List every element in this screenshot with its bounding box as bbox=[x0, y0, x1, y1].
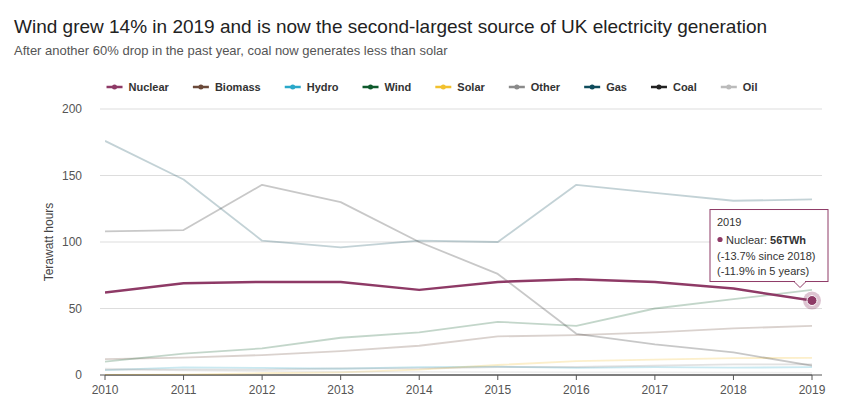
legend-label[interactable]: Solar bbox=[457, 81, 485, 93]
x-tick bbox=[733, 375, 734, 380]
y-tick-label: 150 bbox=[62, 169, 82, 183]
tooltip-value: 56TWh bbox=[770, 234, 806, 246]
series-line[interactable] bbox=[105, 279, 812, 300]
legend-label[interactable]: Hydro bbox=[307, 81, 339, 93]
y-tick-label: 50 bbox=[69, 302, 83, 316]
legend-label[interactable]: Nuclear bbox=[129, 81, 170, 93]
y-tick-label: 200 bbox=[62, 102, 82, 116]
tooltip-box bbox=[710, 210, 828, 282]
legend-marker bbox=[290, 85, 295, 90]
x-tick-label: 2010 bbox=[92, 383, 119, 397]
legend-label[interactable]: Other bbox=[531, 81, 561, 93]
tooltip-note: (-11.9% in 5 years) bbox=[717, 265, 809, 277]
legend-marker bbox=[726, 85, 731, 90]
x-tick-label: 2017 bbox=[642, 383, 669, 397]
x-tick bbox=[340, 375, 341, 380]
legend-marker bbox=[198, 85, 203, 90]
subtitle: After another 60% drop in the past year,… bbox=[14, 43, 448, 58]
x-tick-label: 2015 bbox=[484, 383, 511, 397]
tooltip-joint bbox=[795, 281, 805, 283]
plot-area bbox=[105, 141, 812, 375]
x-tick-label: 2016 bbox=[563, 383, 590, 397]
legend-marker bbox=[368, 85, 373, 90]
legend-label[interactable]: Gas bbox=[606, 81, 627, 93]
series-line[interactable] bbox=[105, 364, 812, 369]
x-tick-label: 2019 bbox=[799, 383, 826, 397]
tooltip-line: Nuclear: 56TWh bbox=[726, 234, 806, 246]
tooltip: 2019 Nuclear: 56TWh (-13.7% since 2018) (-1… bbox=[710, 210, 828, 288]
point-halo bbox=[803, 292, 821, 310]
grid-line bbox=[100, 109, 822, 110]
x-tick-label: 2018 bbox=[720, 383, 747, 397]
series-line[interactable] bbox=[105, 290, 812, 362]
x-tick bbox=[497, 375, 498, 380]
legend-label[interactable]: Oil bbox=[743, 81, 758, 93]
x-tick-label: 2011 bbox=[171, 383, 197, 397]
series-line[interactable] bbox=[105, 185, 812, 366]
y-tick-label: 0 bbox=[75, 368, 82, 382]
grid-line bbox=[100, 175, 822, 176]
highlight-point[interactable] bbox=[807, 296, 817, 306]
legend-marker bbox=[514, 85, 519, 90]
legend-marker bbox=[112, 85, 117, 90]
x-tick bbox=[812, 375, 813, 380]
legend-label[interactable]: Coal bbox=[673, 81, 697, 93]
tooltip-pointer bbox=[794, 282, 806, 288]
x-tick bbox=[419, 375, 420, 380]
x-tick-label: 2014 bbox=[406, 383, 433, 397]
series-line[interactable] bbox=[105, 369, 812, 373]
legend-marker bbox=[590, 85, 595, 90]
chart: Wind grew 14% in 2019 and is now the sec… bbox=[0, 0, 858, 417]
y-axis-label: Terawatt hours bbox=[42, 203, 56, 282]
y-tick-label: 100 bbox=[62, 235, 82, 249]
tooltip-title: 2019 bbox=[717, 216, 741, 228]
x-tick bbox=[183, 375, 184, 380]
x-tick-label: 2013 bbox=[327, 383, 354, 397]
legend-label[interactable]: Biomass bbox=[215, 81, 261, 93]
x-tick bbox=[654, 375, 655, 380]
tooltip-bullet bbox=[717, 237, 722, 242]
legend-marker bbox=[656, 85, 661, 90]
tooltip-note: (-13.7% since 2018) bbox=[717, 250, 815, 262]
legend-label[interactable]: Wind bbox=[385, 81, 412, 93]
legend-marker bbox=[441, 85, 446, 90]
title: Wind grew 14% in 2019 and is now the sec… bbox=[14, 16, 767, 37]
grid-line bbox=[100, 308, 822, 309]
series-line[interactable] bbox=[105, 141, 812, 247]
series-line[interactable] bbox=[105, 358, 812, 375]
x-tick bbox=[262, 375, 263, 380]
x-tick-label: 2012 bbox=[249, 383, 276, 397]
tooltip-label: Nuclear: bbox=[726, 234, 770, 246]
x-tick bbox=[576, 375, 577, 380]
series-line[interactable] bbox=[105, 326, 812, 359]
x-tick bbox=[105, 375, 106, 380]
legend: Nuclear Biomass Hydro Wind Solar Other Gas Coal… bbox=[107, 81, 758, 93]
